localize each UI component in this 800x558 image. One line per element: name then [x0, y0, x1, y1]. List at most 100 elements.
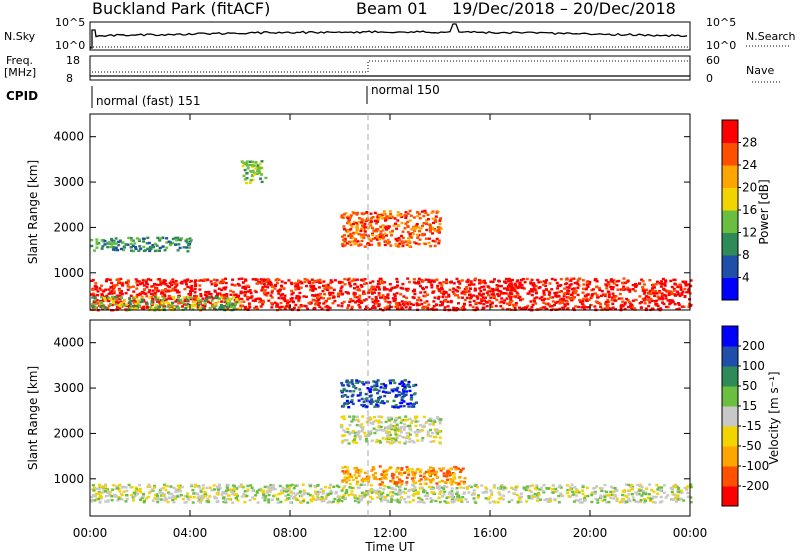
power-cell [194, 284, 197, 288]
power-cell [316, 303, 320, 306]
velocity-cell [132, 499, 135, 502]
velocity-cell [389, 382, 393, 385]
velocity-cell [124, 500, 128, 503]
velocity-cell [540, 486, 544, 489]
power-cell [432, 221, 435, 225]
velocity-cell [232, 484, 236, 487]
velocity-cell [364, 434, 368, 437]
power-cell [273, 287, 277, 290]
power-cell [201, 307, 205, 310]
velocity-cell [344, 430, 347, 434]
velocity-cell [306, 501, 310, 504]
velocity-cell [481, 491, 485, 494]
power-cell [360, 278, 364, 282]
velocity-cell [121, 486, 124, 489]
velocity-cell [139, 490, 143, 494]
velocity-cell [424, 490, 428, 493]
velocity-cell [360, 397, 364, 401]
power-cell [509, 292, 513, 295]
power-cell [396, 305, 400, 308]
power-cell [645, 288, 648, 291]
power-cell [658, 290, 662, 293]
power-cell [131, 244, 135, 248]
velocity-cell [528, 489, 532, 492]
velocity-cell [380, 492, 384, 496]
velocity-cell [392, 379, 396, 382]
velocity-cell [363, 471, 367, 474]
power-cell [634, 298, 638, 302]
power-cell [360, 285, 364, 288]
velocity-cell [452, 476, 456, 480]
velocity-cell [462, 486, 466, 490]
power-cell [235, 298, 239, 301]
power-cell [511, 287, 515, 290]
velocity-cell [358, 393, 362, 397]
velocity-cell [431, 477, 435, 481]
velocity-cell [369, 495, 372, 498]
power-cell [623, 308, 627, 311]
power-cell [629, 304, 633, 308]
power-cell [257, 170, 261, 174]
power-cell [165, 241, 169, 244]
velocity-cell [377, 415, 381, 418]
velocity-cell [98, 494, 102, 497]
power-cell [562, 295, 566, 298]
power-cell [585, 281, 589, 284]
power-cell [175, 239, 179, 242]
velocity-cell [408, 385, 412, 389]
velocity-cell [353, 434, 357, 438]
velocity-cell [368, 500, 372, 503]
power-cell [623, 288, 627, 291]
power-cell [490, 293, 494, 296]
velocity-cell [419, 474, 423, 477]
velocity-cell [421, 425, 425, 429]
power-cell [419, 299, 423, 302]
power-cell [654, 283, 658, 286]
power-cell [563, 303, 567, 306]
power-cell [247, 302, 251, 305]
power-cell [456, 286, 460, 289]
velocity-cell [199, 490, 203, 493]
power-cell [182, 303, 186, 306]
velocity-cell [448, 471, 452, 474]
power-cell [427, 280, 431, 283]
power-cell [193, 294, 197, 298]
power-cell [100, 293, 104, 296]
velocity-cell [374, 388, 378, 391]
power-cell [298, 281, 302, 284]
velocity-cell [398, 441, 402, 444]
power-cell [199, 294, 203, 298]
power-cell [253, 306, 257, 310]
velocity-cbar-label: Velocity [m s⁻¹] [767, 371, 781, 464]
velocity-cell [438, 492, 442, 495]
velocity-cell [159, 498, 163, 501]
power-cell [344, 291, 348, 294]
velocity-cell [373, 489, 377, 492]
power-cell [687, 289, 691, 292]
power-cell [351, 299, 355, 302]
power-cell [114, 237, 118, 240]
power-cell [262, 301, 265, 304]
velocity-cell [682, 499, 686, 502]
power-cell [494, 304, 498, 308]
power-cell [108, 278, 112, 281]
power-cell [114, 296, 118, 299]
power-cell [185, 279, 189, 282]
velocity-cell [400, 401, 404, 405]
power-cbar-swatch [722, 255, 738, 278]
velocity-cell [422, 424, 426, 427]
power-cell [431, 226, 434, 230]
power-cell [349, 285, 353, 288]
power-cell [140, 297, 144, 300]
power-cell [373, 291, 376, 294]
power-cell [163, 299, 167, 303]
power-cell [408, 306, 412, 309]
power-cell [114, 248, 117, 252]
velocity-cell [124, 494, 128, 497]
power-cell [110, 237, 113, 241]
power-cell [114, 303, 117, 306]
power-cell [315, 293, 319, 297]
power-cell [437, 230, 441, 233]
velocity-cell [354, 387, 358, 390]
velocity-cell [415, 415, 419, 418]
